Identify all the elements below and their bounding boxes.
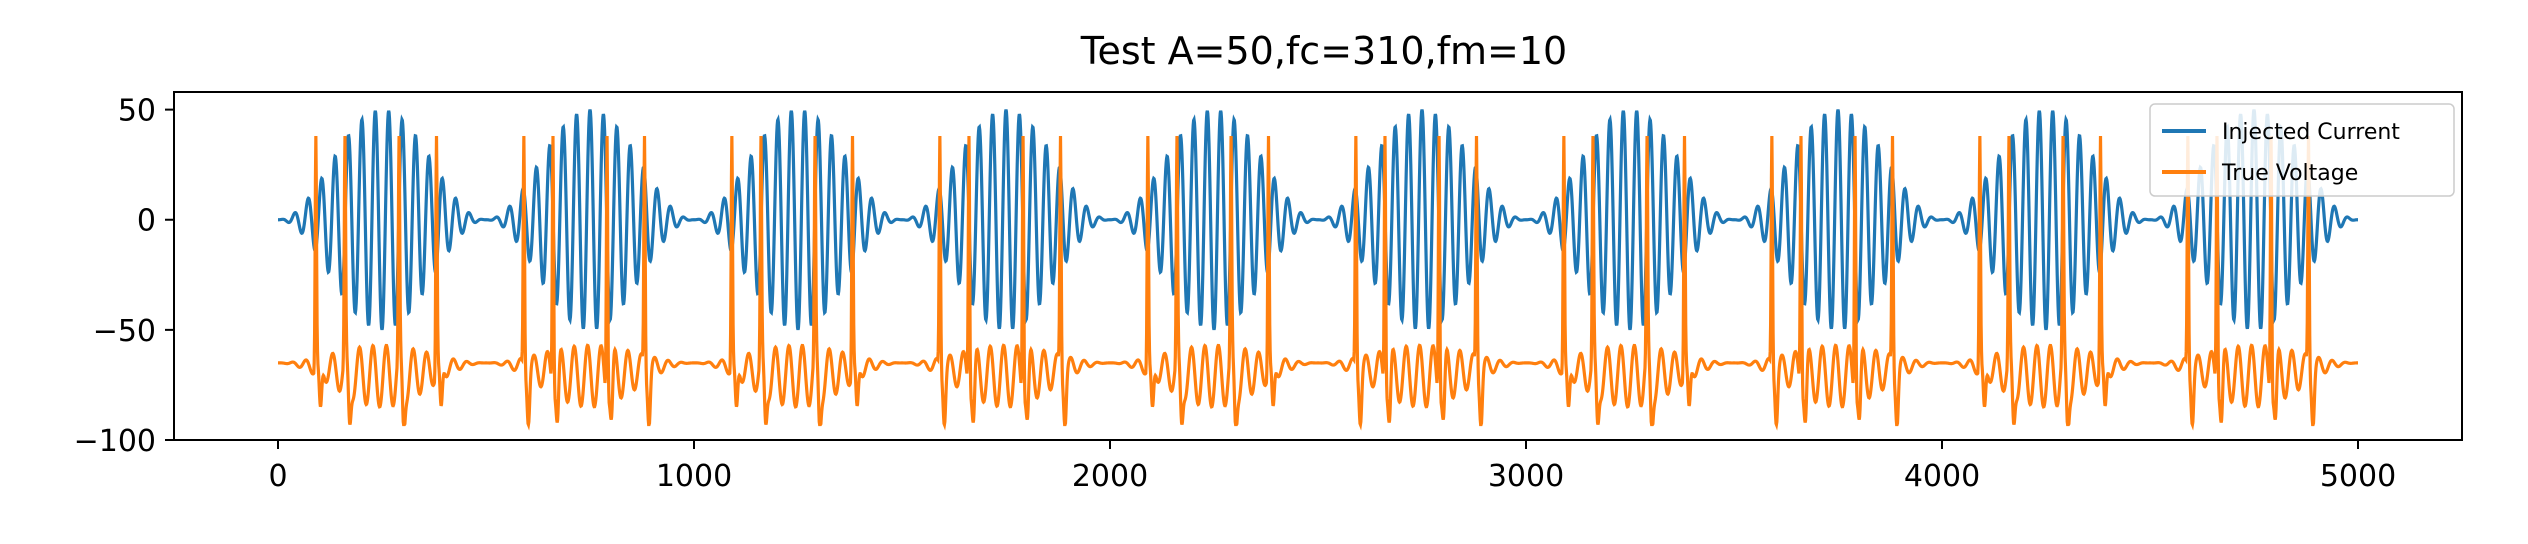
legend-box xyxy=(2149,103,2455,197)
x-tick-label: 2000 xyxy=(1072,459,1148,494)
legend-label: True Voltage xyxy=(2221,161,2358,186)
y-tick-label: −50 xyxy=(93,314,156,349)
x-tick-label: 5000 xyxy=(2320,459,2396,494)
series-line-injected-current xyxy=(278,109,2358,331)
y-tick-label: −100 xyxy=(74,424,156,459)
axes-frame xyxy=(173,91,2463,441)
y-tick-label: 0 xyxy=(137,204,156,239)
legend: Injected Current True Voltage xyxy=(2149,103,2455,197)
x-tick-label: 0 xyxy=(268,459,287,494)
x-tick-label: 1000 xyxy=(656,459,732,494)
legend-label: Injected Current xyxy=(2222,120,2400,145)
x-tick-label: 4000 xyxy=(1904,459,1980,494)
plot-area xyxy=(278,109,2358,431)
y-tick-label: 50 xyxy=(118,94,156,129)
chart-title: Test A=50,fc=310,fm=10 xyxy=(1080,29,1568,73)
x-tick-label: 3000 xyxy=(1488,459,1564,494)
axes: 0 1000 2000 3000 4000 5000 −100 −50 0 50 xyxy=(74,91,2463,494)
series-line-true-voltage xyxy=(278,136,2358,431)
